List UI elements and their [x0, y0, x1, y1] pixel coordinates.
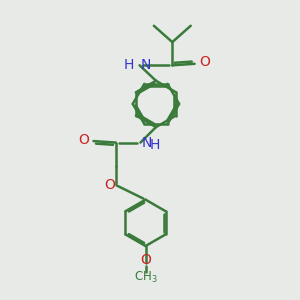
- Text: O: O: [199, 55, 210, 69]
- Text: CH$_3$: CH$_3$: [134, 270, 158, 285]
- Text: N: N: [142, 136, 152, 150]
- Text: O: O: [78, 133, 89, 147]
- Text: N: N: [141, 58, 152, 72]
- Text: H: H: [124, 58, 134, 72]
- Text: H: H: [150, 138, 160, 152]
- Text: O: O: [140, 253, 151, 267]
- Text: O: O: [104, 178, 115, 192]
